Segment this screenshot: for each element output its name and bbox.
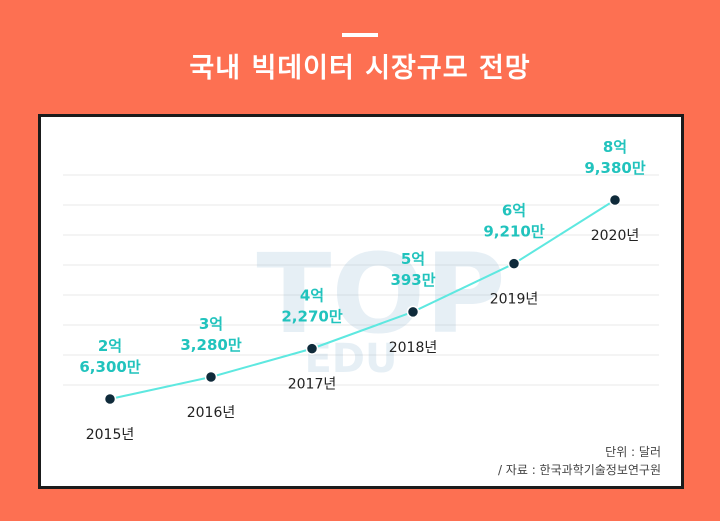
data-label: 3,280만: [180, 336, 241, 354]
data-label: 6억: [502, 202, 526, 220]
data-point: [103, 392, 117, 406]
x-tick-label: 2020년: [591, 228, 640, 244]
watermark-logo: TOP EDU: [256, 230, 505, 382]
line-chart: TOP EDU 2015년 2억 6,300만 2016년 3억 3,280만 2017년 4…: [63, 138, 659, 443]
data-label: 3억: [199, 315, 223, 333]
data-point: [507, 257, 521, 270]
source-note: / 자료 : 한국과학기술정보연구원: [497, 463, 661, 477]
watermark-text-bottom: EDU: [304, 336, 397, 382]
data-label: 2,270만: [281, 308, 342, 326]
data-point: [305, 342, 319, 355]
data-label: 4억: [300, 287, 324, 305]
page-title: 국내 빅데이터 시장규모 전망: [189, 53, 531, 84]
grid-lines: [63, 174, 659, 386]
x-tick-label: 2015년: [86, 427, 135, 443]
data-label: 393만: [390, 271, 435, 289]
data-label: 2억: [98, 337, 122, 355]
data-label: 8억: [603, 138, 627, 156]
x-tick-label: 2016년: [187, 405, 236, 421]
data-label: 9,380만: [584, 159, 645, 177]
data-point: [406, 305, 420, 319]
watermark-text-top: TOP: [256, 230, 505, 358]
labels-group: 2015년 2억 6,300만 2016년 3억 3,280만 2017년 4억 2,270만 2…: [79, 138, 645, 443]
data-label: 6,300만: [79, 358, 140, 376]
series-line: [109, 199, 616, 400]
data-point: [204, 370, 218, 384]
chart-panel: TOP EDU 2015년 2억 6,300만 2016년 3억 3,280만 2017년 4…: [38, 114, 684, 489]
data-label: 9,210만: [483, 223, 544, 241]
x-tick-label: 2017년: [288, 377, 337, 393]
x-tick-label: 2018년: [389, 340, 438, 356]
unit-note: 단위 : 달러: [605, 445, 661, 459]
x-tick-label: 2019년: [490, 292, 539, 308]
series-group: [103, 193, 622, 406]
title-accent-bar: [342, 33, 378, 37]
data-label: 5억: [401, 250, 425, 268]
data-point: [608, 193, 622, 207]
